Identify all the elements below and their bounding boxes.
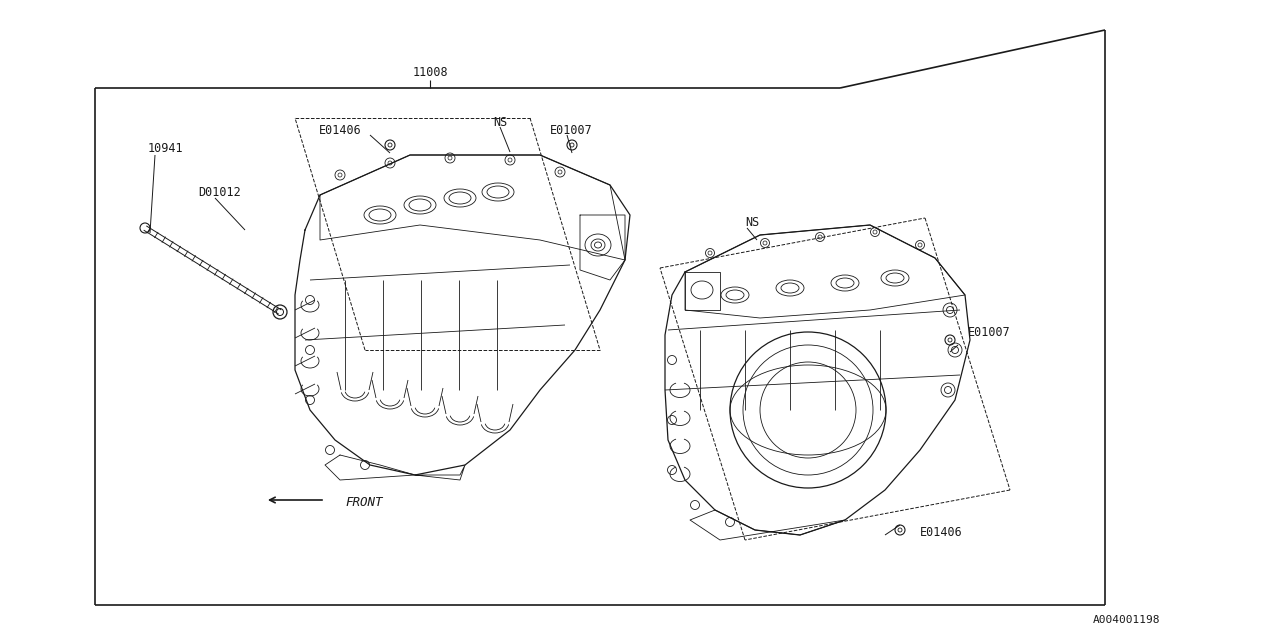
Text: E01406: E01406 (319, 124, 361, 136)
Text: A004001198: A004001198 (1093, 615, 1160, 625)
Text: D01012: D01012 (198, 186, 241, 198)
Text: NS: NS (493, 115, 507, 129)
Text: FRONT: FRONT (346, 495, 383, 509)
Text: 11008: 11008 (412, 65, 448, 79)
Text: E01406: E01406 (920, 525, 963, 538)
Text: E01007: E01007 (968, 326, 1011, 339)
Text: E01007: E01007 (550, 124, 593, 136)
Text: 10941: 10941 (148, 141, 183, 154)
Text: NS: NS (745, 216, 759, 228)
